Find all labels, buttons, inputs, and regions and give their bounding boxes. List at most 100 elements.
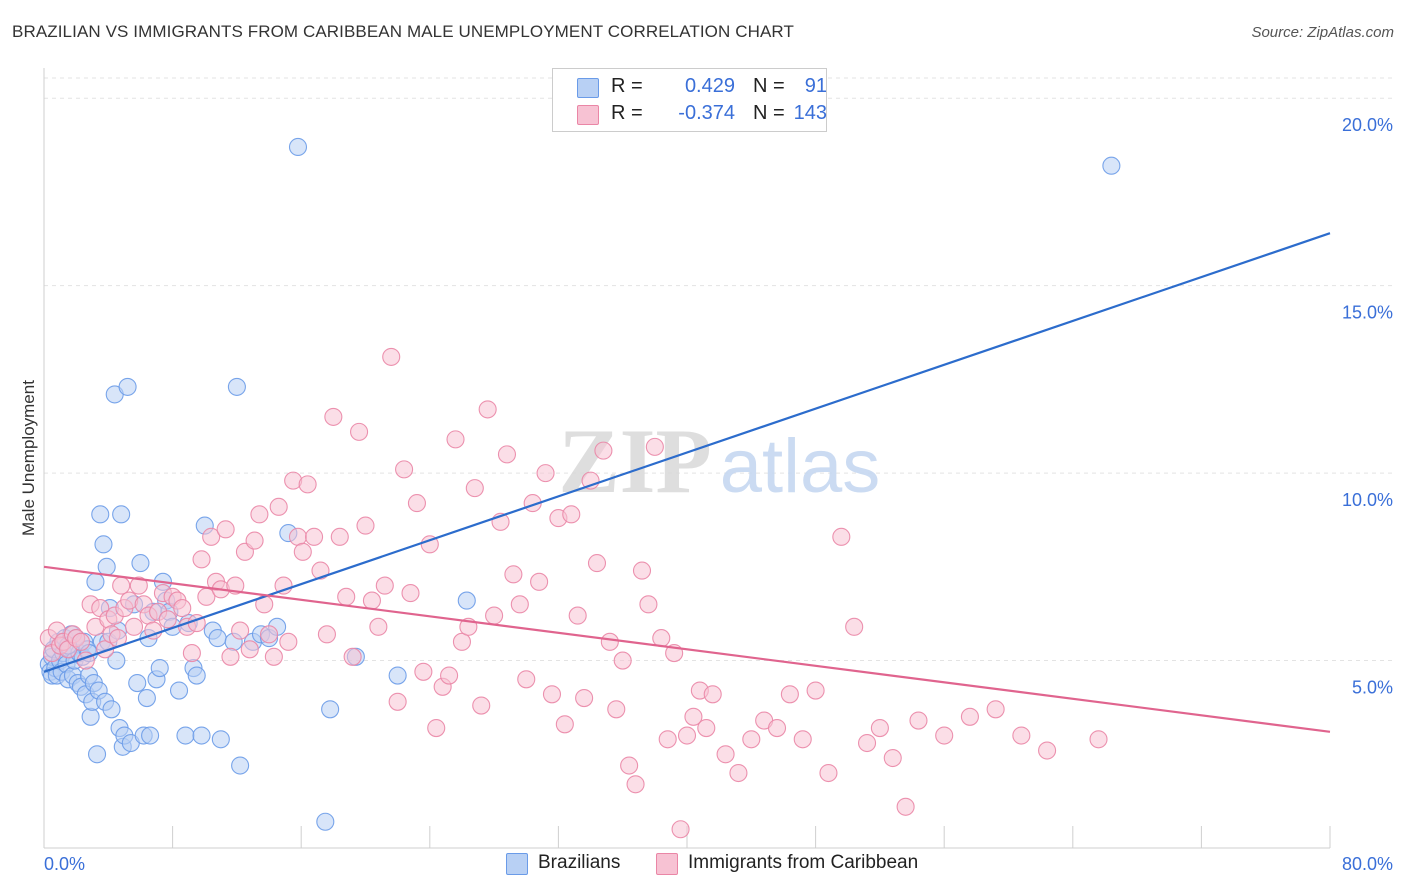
point-brazilians xyxy=(176,726,195,745)
point-brazilians xyxy=(86,572,105,591)
point-caribbean xyxy=(845,617,864,636)
n-value: 91 xyxy=(804,75,827,97)
point-brazilians xyxy=(112,505,131,524)
point-caribbean xyxy=(485,606,504,625)
point-caribbean xyxy=(883,748,902,768)
point-caribbean xyxy=(356,516,375,535)
point-caribbean xyxy=(716,745,735,764)
point-caribbean xyxy=(452,632,472,651)
point-brazilians xyxy=(288,137,308,157)
point-caribbean xyxy=(388,692,407,711)
point-caribbean xyxy=(298,475,317,494)
point-caribbean xyxy=(600,632,619,651)
point-caribbean xyxy=(697,718,716,738)
point-caribbean xyxy=(1089,730,1108,749)
trend-lines xyxy=(43,232,1331,733)
point-caribbean xyxy=(497,445,517,464)
y-tick-label: 15.0% xyxy=(1342,303,1393,323)
point-caribbean xyxy=(401,584,420,603)
point-brazilians xyxy=(91,505,110,524)
point-caribbean xyxy=(158,610,177,629)
point-caribbean xyxy=(288,527,308,546)
point-caribbean xyxy=(478,400,497,419)
point-caribbean xyxy=(607,700,626,719)
point-brazilians xyxy=(102,700,121,719)
point-caribbean xyxy=(620,756,639,775)
point-brazilians xyxy=(316,812,335,831)
point-caribbean xyxy=(293,542,312,561)
point-brazilians xyxy=(87,745,107,764)
point-caribbean xyxy=(311,561,330,580)
point-caribbean xyxy=(555,715,574,734)
point-caribbean xyxy=(350,422,369,441)
legend-swatch-caribbean xyxy=(577,105,599,125)
y-tick-label: 5.0% xyxy=(1352,678,1393,698)
point-caribbean xyxy=(129,576,148,595)
x-tick-label-max: 80.0% xyxy=(1342,854,1393,874)
point-brazilians xyxy=(107,651,126,670)
point-caribbean xyxy=(729,763,748,783)
point-caribbean xyxy=(407,494,426,513)
point-caribbean xyxy=(542,685,562,704)
point-caribbean xyxy=(221,647,240,666)
point-caribbean xyxy=(780,685,799,704)
point-brazilians xyxy=(1102,156,1121,175)
point-caribbean xyxy=(832,527,851,546)
point-caribbean xyxy=(819,763,838,783)
point-brazilians xyxy=(321,700,340,719)
legend-swatch-brazilians xyxy=(577,78,599,98)
point-brazilians xyxy=(97,557,116,576)
point-caribbean xyxy=(375,576,394,595)
point-caribbean xyxy=(645,437,664,456)
point-caribbean xyxy=(909,711,928,730)
point-caribbean xyxy=(343,647,362,666)
point-caribbean xyxy=(536,464,555,483)
point-caribbean xyxy=(652,629,671,648)
y-tick-label: 20.0% xyxy=(1342,115,1393,135)
point-caribbean xyxy=(587,554,607,573)
point-caribbean xyxy=(504,565,523,584)
point-caribbean xyxy=(465,479,484,498)
point-caribbean xyxy=(1038,741,1057,760)
trend-line-brazilians xyxy=(43,232,1331,673)
point-caribbean xyxy=(269,497,288,516)
point-caribbean xyxy=(182,644,201,663)
point-brazilians xyxy=(457,591,476,610)
point-caribbean xyxy=(216,520,235,539)
point-caribbean xyxy=(240,640,259,659)
point-caribbean xyxy=(530,572,549,591)
point-caribbean xyxy=(806,681,825,700)
chart-source: Source: ZipAtlas.com xyxy=(1251,24,1394,41)
point-brazilians xyxy=(150,659,169,678)
y-tick-label: 10.0% xyxy=(1342,490,1393,510)
point-caribbean xyxy=(330,527,349,546)
point-caribbean xyxy=(742,730,761,749)
legend-swatch-brazilians xyxy=(506,853,528,875)
point-brazilians xyxy=(231,756,250,775)
point-caribbean xyxy=(575,688,594,708)
point-caribbean xyxy=(202,527,221,546)
point-caribbean xyxy=(337,587,356,606)
point-caribbean xyxy=(382,347,401,366)
point-caribbean xyxy=(173,599,192,618)
point-caribbean xyxy=(517,670,536,689)
point-caribbean xyxy=(250,505,269,524)
point-caribbean xyxy=(324,407,343,426)
point-caribbean xyxy=(703,685,722,704)
point-caribbean xyxy=(362,591,381,610)
point-caribbean xyxy=(259,625,279,644)
point-brazilians xyxy=(192,726,211,745)
legend-swatch-caribbean xyxy=(656,853,678,875)
point-caribbean xyxy=(274,576,293,595)
point-brazilians xyxy=(227,377,246,396)
point-caribbean xyxy=(510,595,529,614)
point-caribbean xyxy=(626,775,645,794)
point-caribbean xyxy=(857,733,877,753)
point-caribbean xyxy=(1012,726,1031,745)
point-brazilians xyxy=(208,629,227,648)
point-caribbean xyxy=(870,718,889,738)
point-caribbean xyxy=(671,820,690,839)
point-brazilians xyxy=(187,666,206,685)
point-brazilians xyxy=(118,377,137,396)
point-caribbean xyxy=(395,460,414,479)
